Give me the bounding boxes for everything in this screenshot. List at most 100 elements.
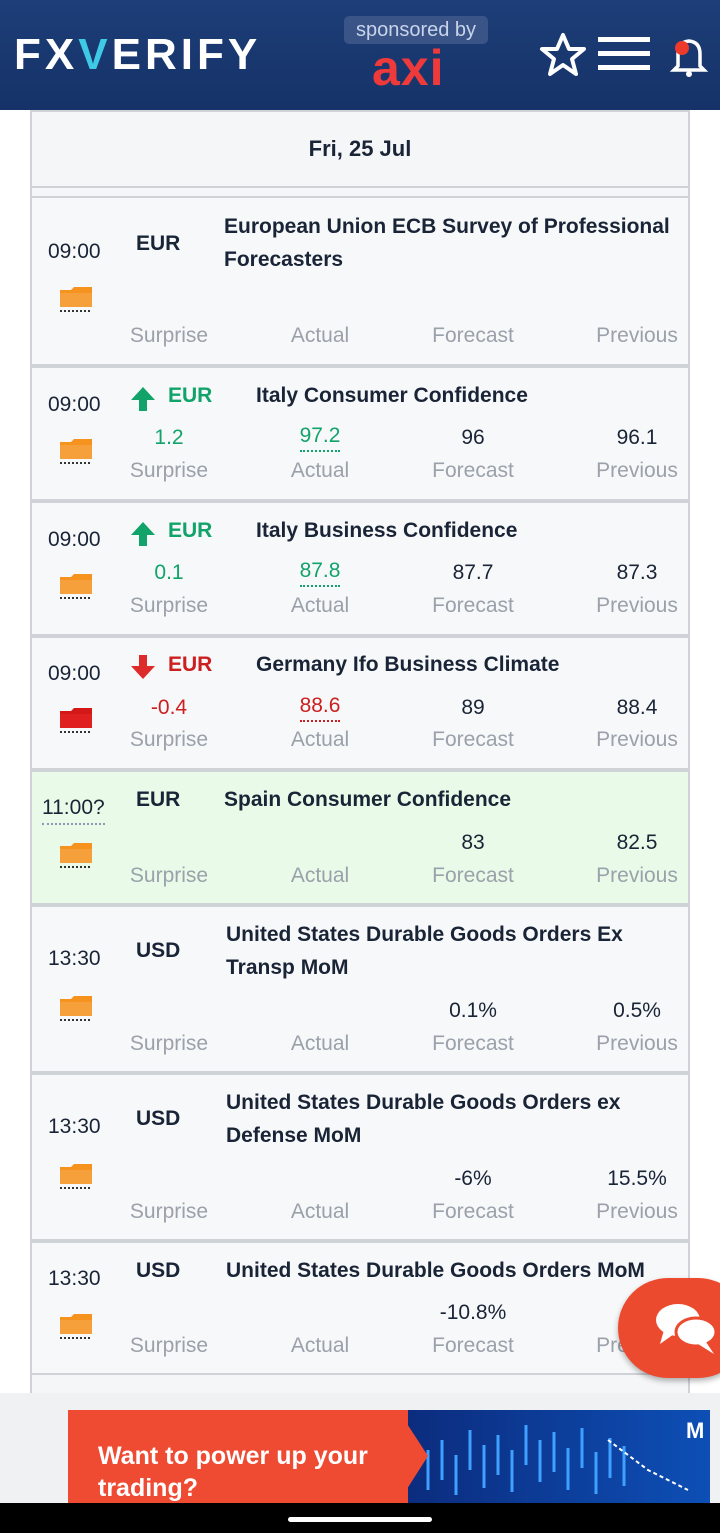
actual-value-text: 87.8 (299, 559, 341, 587)
previous-label: Previous (596, 1200, 678, 1223)
event-row[interactable]: 09:00 EUR Italy Consumer Confidence 1.2 … (30, 366, 690, 501)
previous-label: Previous (596, 459, 678, 482)
previous-value: 15.5% (607, 1167, 667, 1190)
actual-label: Actual (290, 459, 350, 482)
forecast-value: 0.1% (449, 999, 497, 1022)
sponsor-logo-axi[interactable]: axi (372, 40, 445, 96)
folder-impact-icon[interactable] (60, 707, 92, 733)
event-currency: USD (136, 939, 181, 962)
event-time: 13:30 (48, 947, 101, 970)
surprise-label: Surprise (129, 1200, 209, 1223)
event-currency: EUR (136, 788, 181, 811)
ad-banner-divider (398, 1410, 428, 1503)
actual-label: Actual (290, 864, 350, 887)
event-title-line: Defense MoM (226, 1124, 362, 1147)
event-time: 09:00 (48, 393, 101, 416)
event-row[interactable]: 13:30 USD United States Durable Goods Or… (30, 905, 690, 1073)
previous-label: Previous (596, 1032, 678, 1055)
actual-label: Actual (290, 1334, 350, 1357)
forecast-value: 89 (461, 696, 485, 719)
event-row-upcoming[interactable]: 11:00? EUR Spain Consumer Confidence 83 … (30, 770, 690, 905)
previous-label: Previous (596, 728, 678, 751)
folder-impact-icon[interactable] (60, 995, 92, 1021)
ad-banner-image (408, 1410, 710, 1503)
event-row[interactable]: 09:00 EUR Italy Business Confidence 0.1 … (30, 501, 690, 636)
arrow-down-icon (131, 655, 155, 679)
previous-value: 82.5 (616, 831, 658, 854)
previous-value: 96.1 (616, 426, 658, 449)
event-currency: EUR (168, 653, 213, 676)
event-row[interactable]: 09:00 EUR Germany Ifo Business Climate -… (30, 636, 690, 770)
event-row[interactable]: 09:00 EUR European Union ECB Survey of P… (30, 198, 690, 366)
event-currency: USD (136, 1107, 181, 1130)
event-title[interactable]: United States Durable Goods Orders Ex Tra… (226, 918, 623, 984)
forecast-label: Forecast (432, 594, 514, 617)
date-header: Fri, 25 Jul (30, 110, 690, 188)
event-title[interactable]: European Union ECB Survey of Professiona… (224, 210, 670, 276)
chart-graphic-icon (426, 1425, 689, 1495)
economic-calendar: Fri, 25 Jul 09:00 EUR European Union ECB… (30, 110, 690, 1453)
actual-value[interactable]: 87.8 (255, 559, 385, 587)
event-title[interactable]: Spain Consumer Confidence (224, 788, 512, 811)
actual-value[interactable]: 88.6 (255, 694, 385, 722)
event-time: 09:00 (48, 528, 101, 551)
event-title[interactable]: United States Durable Goods Orders MoM (226, 1259, 645, 1282)
ad-banner[interactable]: Want to power up your trading? M (68, 1410, 710, 1503)
forecast-label: Forecast (432, 864, 514, 887)
event-row[interactable]: 13:30 USD United States Durable Goods Or… (30, 1073, 690, 1241)
forecast-label: Forecast (432, 1334, 514, 1357)
event-time: 09:00 (48, 240, 101, 263)
surprise-value: 1.2 (154, 426, 184, 449)
forecast-value: 96 (461, 426, 485, 449)
event-time-tentative[interactable]: 11:00? (42, 796, 105, 825)
arrow-up-icon (131, 522, 155, 546)
folder-impact-icon[interactable] (60, 573, 92, 599)
previous-label: Previous (596, 324, 678, 347)
event-title[interactable]: Italy Business Confidence (256, 519, 518, 542)
page-margin-right (690, 110, 720, 1393)
event-title[interactable]: Germany Ifo Business Climate (256, 653, 560, 676)
chat-bubbles-icon (656, 1304, 718, 1354)
folder-impact-icon[interactable] (60, 1163, 92, 1189)
actual-label: Actual (290, 1200, 350, 1223)
event-title-line: Transp MoM (226, 956, 349, 979)
notification-bell-icon[interactable] (664, 30, 714, 80)
actual-label: Actual (290, 728, 350, 751)
event-currency: EUR (168, 384, 213, 407)
ad-banner-text[interactable]: Want to power up your trading? (98, 1440, 398, 1503)
event-time: 13:30 (48, 1115, 101, 1138)
event-row[interactable]: 13:30 USD United States Durable Goods Or… (30, 1241, 690, 1375)
event-title[interactable]: United States Durable Goods Orders ex Def… (226, 1086, 620, 1152)
folder-impact-icon[interactable] (60, 1313, 92, 1339)
previous-label: Previous (596, 594, 678, 617)
app-header: FXVERIFY sponsored by axi (0, 0, 720, 110)
event-time: 09:00 (48, 662, 101, 685)
surprise-label: Surprise (129, 459, 209, 482)
home-gesture-handle[interactable] (288, 1517, 432, 1522)
event-currency: USD (136, 1259, 181, 1282)
ad-banner-line: trading? (98, 1474, 198, 1502)
folder-impact-icon[interactable] (60, 842, 92, 868)
event-title[interactable]: Italy Consumer Confidence (256, 384, 528, 407)
chat-button[interactable] (618, 1278, 720, 1378)
actual-value[interactable]: 97.2 (255, 424, 385, 452)
actual-label: Actual (290, 324, 350, 347)
forecast-label: Forecast (432, 1032, 514, 1055)
folder-impact-icon[interactable] (60, 286, 92, 312)
logo-text-v: V (78, 30, 112, 79)
folder-impact-icon[interactable] (60, 438, 92, 464)
event-title-line: European Union ECB Survey of Professiona… (224, 215, 670, 238)
surprise-value: 0.1 (154, 561, 184, 584)
ad-banner-mark: M (686, 1418, 705, 1443)
hamburger-menu-icon[interactable] (598, 30, 650, 80)
forecast-value: -10.8% (439, 1301, 507, 1324)
ad-banner-line: Want to power up your (98, 1442, 368, 1470)
arrow-up-icon (131, 387, 155, 411)
previous-value: 88.4 (616, 696, 658, 719)
surprise-label: Surprise (129, 594, 209, 617)
system-nav-bar (0, 1503, 720, 1533)
fxverify-logo[interactable]: FXVERIFY (14, 30, 261, 80)
surprise-label: Surprise (129, 1334, 209, 1357)
divider (30, 188, 690, 198)
favorite-star-icon[interactable] (538, 30, 588, 80)
